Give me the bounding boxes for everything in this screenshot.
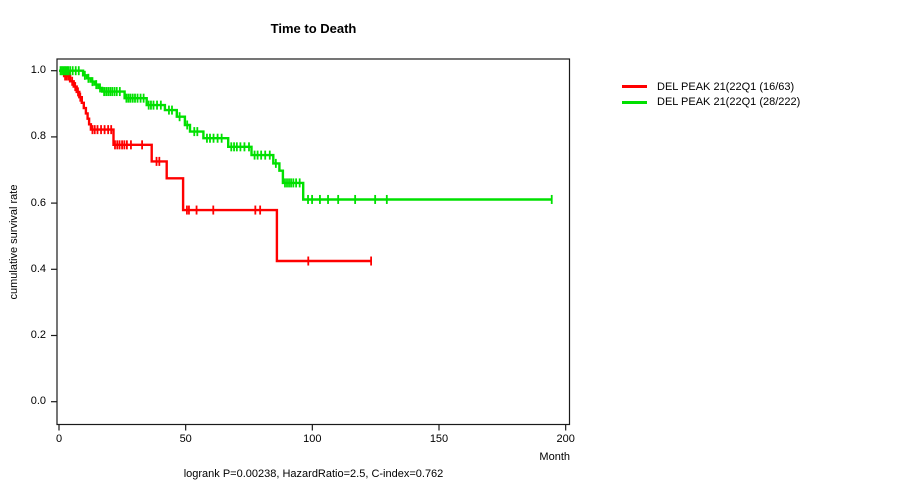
chart-title: Time to Death <box>270 21 357 36</box>
plot-box <box>56 58 571 426</box>
survival-curve-1 <box>59 69 552 201</box>
y-tick-label: 0.2 <box>30 329 46 341</box>
legend-item-red: DEL PEAK 21(22Q1 (16/63) <box>622 79 800 95</box>
legend-line-swatch-red <box>622 85 647 89</box>
x-tick-label: 100 <box>303 433 322 445</box>
legend: DEL PEAK 21(22Q1 (16/63) DEL PEAK 21(22Q… <box>622 79 800 110</box>
x-tick-label: 0 <box>55 433 63 445</box>
y-tick-label: 0.8 <box>30 130 46 143</box>
x-axis-label: Month <box>539 451 570 463</box>
x-tick-label: 50 <box>179 433 192 445</box>
legend-item-green: DEL PEAK 21(22Q1 (28/222) <box>622 95 800 111</box>
y-tick-label: 0.6 <box>30 196 46 209</box>
legend-label: DEL PEAK 21(22Q1 (16/63) <box>657 80 795 93</box>
stats-annotation: logrank P=0.00238, HazardRatio=2.5, C-in… <box>183 468 444 480</box>
legend-label: DEL PEAK 21(22Q1 (28/222) <box>657 96 801 109</box>
survival-curve-0 <box>59 69 372 263</box>
x-tick-label: 150 <box>429 433 449 445</box>
y-tick-label: 1.0 <box>30 64 46 77</box>
x-tick-label: 200 <box>556 433 575 445</box>
y-tick-label: 0.0 <box>30 395 46 408</box>
legend-line-swatch-green <box>622 100 647 104</box>
y-tick-label: 0.4 <box>30 262 46 275</box>
